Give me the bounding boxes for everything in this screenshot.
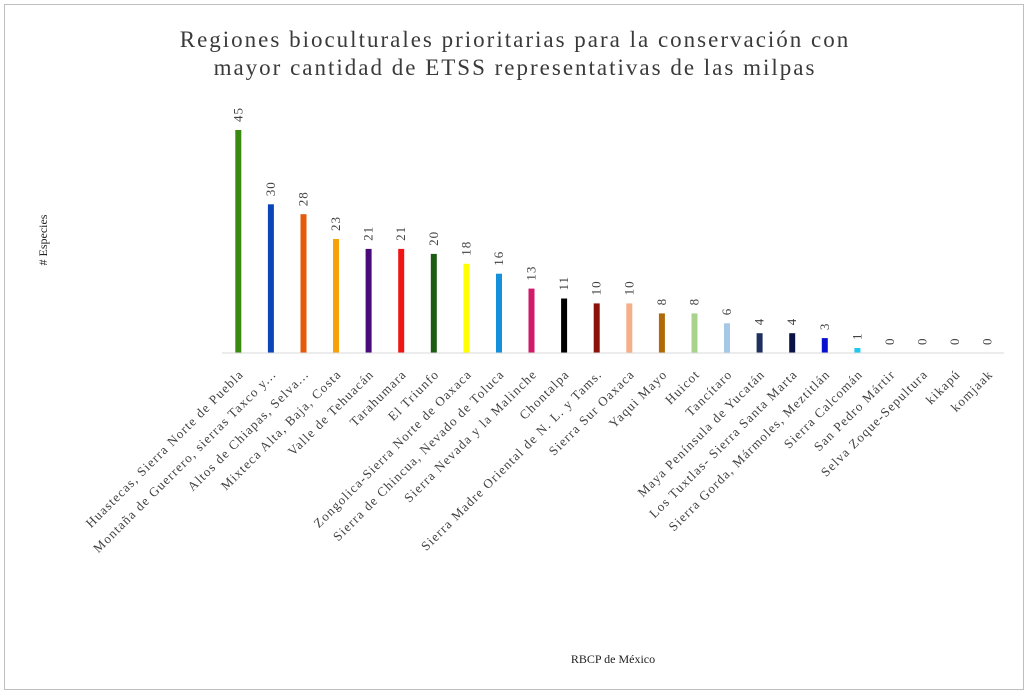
bar-20 bbox=[854, 348, 861, 353]
data-label-19: 3 bbox=[817, 323, 832, 331]
bar-11 bbox=[561, 298, 568, 353]
bar-19 bbox=[821, 338, 828, 353]
data-label-15: 8 bbox=[687, 298, 702, 306]
data-label-13: 10 bbox=[621, 280, 636, 295]
data-label-24: 0 bbox=[980, 338, 995, 346]
data-label-1: 45 bbox=[230, 107, 245, 122]
data-label-7: 20 bbox=[426, 231, 441, 246]
data-label-12: 10 bbox=[589, 280, 604, 295]
data-label-14: 8 bbox=[654, 298, 669, 306]
bar-6 bbox=[398, 248, 405, 353]
bar-8 bbox=[463, 263, 470, 353]
data-label-6: 21 bbox=[393, 226, 408, 241]
data-label-17: 4 bbox=[752, 318, 767, 326]
data-label-23: 0 bbox=[947, 338, 962, 346]
bar-12 bbox=[593, 303, 600, 353]
data-label-9: 16 bbox=[491, 251, 506, 266]
data-label-5: 21 bbox=[361, 226, 376, 241]
chart-frame bbox=[4, 4, 1024, 690]
bar-9 bbox=[496, 273, 502, 353]
data-label-20: 1 bbox=[849, 333, 864, 341]
x-axis-title: RBCP de México bbox=[571, 652, 655, 666]
data-label-18: 4 bbox=[784, 318, 799, 326]
chart-title-line-1: Regiones bioculturales prioritarias para… bbox=[180, 27, 851, 52]
bar-2 bbox=[267, 204, 274, 353]
bar-16 bbox=[724, 323, 730, 353]
bar-7 bbox=[430, 253, 437, 353]
data-label-16: 6 bbox=[719, 308, 734, 316]
data-label-8: 18 bbox=[458, 241, 473, 256]
data-label-10: 13 bbox=[524, 266, 539, 281]
bar-13 bbox=[626, 303, 633, 353]
bar-18 bbox=[789, 333, 796, 353]
data-label-11: 11 bbox=[556, 276, 571, 291]
data-label-4: 23 bbox=[328, 216, 343, 231]
data-label-22: 0 bbox=[915, 338, 930, 346]
bar-17 bbox=[756, 333, 763, 353]
bar-15 bbox=[691, 313, 698, 353]
data-label-3: 28 bbox=[296, 191, 311, 206]
bar-3 bbox=[300, 214, 307, 353]
bar-5 bbox=[365, 248, 372, 353]
bar-4 bbox=[333, 239, 339, 353]
y-axis-title: # Especies bbox=[36, 214, 50, 265]
data-label-2: 30 bbox=[263, 181, 278, 196]
chart-title-line-2: mayor cantidad de ETSS representativas d… bbox=[214, 55, 817, 80]
bar-14 bbox=[658, 313, 665, 353]
bar-1 bbox=[235, 130, 242, 353]
data-label-21: 0 bbox=[882, 338, 897, 346]
bar-10 bbox=[528, 288, 535, 353]
